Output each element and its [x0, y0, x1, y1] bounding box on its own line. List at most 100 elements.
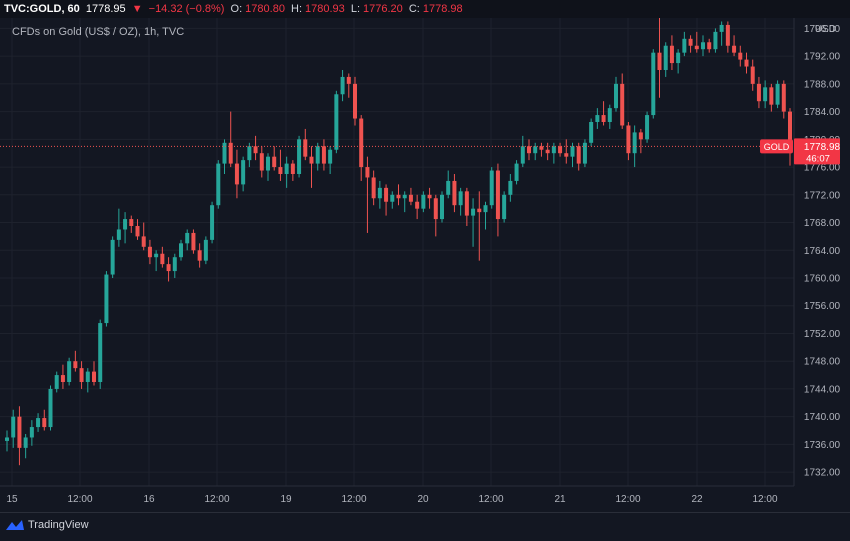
price-tick-label: 1760.00: [804, 274, 841, 285]
brand-name: TradingView: [28, 519, 89, 531]
candle-body: [502, 194, 507, 220]
candle-body: [123, 219, 128, 230]
candle-body: [5, 437, 9, 441]
candle-body: [129, 219, 134, 226]
candle-body: [203, 239, 208, 261]
candle-body: [104, 274, 109, 324]
candle-body: [85, 371, 90, 382]
time-tick-label: 12:00: [204, 494, 229, 505]
candle-body: [191, 232, 196, 251]
candlestick-chart[interactable]: 1796.001792.001788.001784.001780.001776.…: [0, 18, 850, 512]
candle-body: [284, 163, 289, 174]
candle-body: [135, 226, 140, 237]
candle-body: [632, 132, 637, 154]
candle-body: [98, 323, 103, 382]
candle-body: [651, 52, 656, 116]
low-value: 1776.20: [363, 3, 403, 15]
time-tick-label: 21: [554, 494, 566, 505]
candle-body: [607, 108, 612, 122]
candle-body: [185, 232, 190, 244]
candle-body: [626, 125, 631, 154]
candle-body: [421, 194, 426, 209]
candle-body: [744, 59, 749, 67]
candle-body: [595, 115, 600, 122]
candle-body: [278, 167, 283, 174]
time-tick-label: 20: [417, 494, 429, 505]
candle-body: [166, 264, 171, 272]
price-tick-label: 1752.00: [804, 329, 841, 340]
price-tick-label: 1740.00: [804, 412, 841, 423]
candle-body: [408, 194, 413, 202]
price-tick-label: 1784.00: [804, 107, 841, 118]
candle-body: [29, 427, 34, 438]
currency-label[interactable]: USD: [814, 24, 836, 35]
time-tick-label: 12:00: [752, 494, 777, 505]
candle-body: [701, 42, 705, 50]
candle-body: [750, 66, 755, 84]
high-value: 1780.93: [305, 3, 345, 15]
time-tick-label: 12:00: [67, 494, 92, 505]
open-label: O:: [230, 3, 243, 15]
time-tick-label: 12:00: [341, 494, 366, 505]
candle-body: [440, 194, 444, 220]
candle-body: [464, 191, 469, 216]
time-axis[interactable]: 15 12:00 16 12:00 19 12:00 20 12:00 21 12:00 22 12:…: [0, 485, 794, 505]
candle-body: [297, 139, 302, 174]
candle-body: [371, 177, 376, 199]
candle-body: [377, 187, 382, 199]
price-tick-label: 1788.00: [804, 79, 841, 90]
candle-body: [570, 146, 575, 157]
candle-body: [179, 243, 183, 258]
price-change: −14.32 (−0.8%): [148, 3, 225, 15]
grid-lines: [0, 18, 794, 486]
candle-body: [551, 146, 556, 154]
price-tick-label: 1764.00: [804, 246, 841, 257]
candle-body: [73, 361, 78, 369]
candle-body: [17, 416, 22, 448]
candle-body: [589, 122, 594, 143]
candle-body: [228, 142, 233, 164]
symbol-info-bar: TVC:GOLD, 60 1778.95 ▼ −14.32 (−0.8%) O:…: [0, 0, 850, 18]
chart-subtitle: CFDs on Gold (US$ / OZ), 1h, TVC: [12, 26, 185, 38]
price-tick-label: 1792.00: [804, 52, 841, 63]
close-value: 1778.98: [422, 3, 463, 15]
brand[interactable]: TradingView: [6, 519, 89, 531]
candle-body: [266, 156, 270, 171]
candle-body: [539, 146, 544, 150]
open-value: 1780.80: [245, 3, 285, 15]
candle-body: [508, 180, 513, 195]
candle-body: [707, 42, 712, 50]
candle-body: [402, 194, 407, 199]
time-tick-label: 12:00: [615, 494, 640, 505]
price-tick-label: 1744.00: [804, 384, 841, 395]
tradingview-logo-icon: [6, 520, 24, 530]
candle-body: [54, 375, 59, 389]
change-arrow-icon: ▼: [131, 3, 143, 15]
candle-body: [638, 132, 643, 140]
candle-body: [564, 153, 569, 157]
candle-body: [520, 146, 525, 164]
candle-body: [669, 45, 674, 64]
candle-body: [725, 24, 730, 46]
candle-body: [321, 146, 326, 164]
tag-symbol: GOLD: [764, 142, 790, 152]
low-label: L:: [350, 3, 361, 15]
candle-body: [514, 163, 519, 181]
candle-body: [446, 180, 451, 195]
price-axis[interactable]: 1796.001792.001788.001784.001780.001776.…: [793, 18, 850, 512]
price-tick-label: 1756.00: [804, 301, 841, 312]
candle-body: [328, 149, 333, 164]
tag-price: 1778.98: [804, 142, 841, 153]
candle-body: [614, 83, 618, 109]
price-tick-label: 1736.00: [804, 440, 841, 451]
candle-body: [390, 194, 395, 202]
candle-body: [657, 52, 662, 70]
symbol-name[interactable]: TVC:GOLD, 60: [4, 3, 80, 15]
candle-body: [309, 156, 314, 164]
candle-body: [471, 208, 476, 216]
candle-body: [719, 24, 724, 32]
candle-body: [427, 194, 432, 199]
candle-body: [781, 83, 786, 112]
candle-body: [36, 418, 41, 428]
tag-countdown: 46:07: [806, 153, 830, 164]
